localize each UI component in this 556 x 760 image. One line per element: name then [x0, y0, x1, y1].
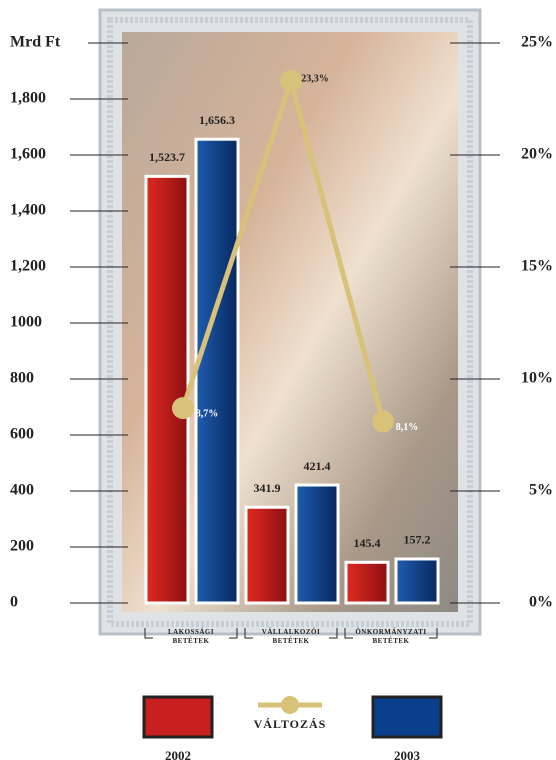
bar — [244, 505, 290, 605]
legend-point — [281, 696, 299, 714]
legend-label: 2002 — [165, 748, 191, 760]
y2-tick-label: 15% — [521, 258, 553, 275]
category-bracket — [144, 628, 238, 639]
line-value-label: 8,7% — [196, 408, 219, 419]
y2-tick-label: 5% — [529, 482, 553, 499]
line-value-label: 23,3% — [301, 73, 329, 84]
y-tick-label: 800 — [10, 370, 34, 387]
y-tick-label: 1000 — [10, 314, 42, 331]
bar — [194, 137, 240, 605]
legend-swatch — [142, 695, 214, 739]
category-label: VÁLLALKOZÓI BETÉTEK — [261, 628, 321, 645]
y-tick-label: 1,800 — [10, 90, 46, 107]
y-tick-label: 400 — [10, 482, 34, 499]
bar-value-label: 421.4 — [304, 459, 331, 473]
y2-tick-label: 10% — [521, 370, 553, 387]
bar — [344, 560, 390, 605]
line-point — [372, 410, 394, 433]
bar-value-label: 157.2 — [404, 533, 431, 547]
legend-label: VÁLTOZÁS — [254, 717, 327, 731]
line-point — [172, 397, 194, 420]
y2-tick-label: 0% — [529, 594, 553, 611]
category-bracket — [344, 628, 438, 639]
bar-value-label: 1,523.7 — [149, 150, 185, 164]
bar-value-label: 145.4 — [354, 536, 381, 550]
y-axis-label: Mrd Ft — [10, 34, 61, 51]
bar-value-label: 1,656.3 — [199, 113, 235, 127]
y-tick-label: 1,400 — [10, 202, 46, 219]
y-tick-label: 1,600 — [10, 146, 46, 163]
legend-swatch — [371, 695, 443, 739]
bar-value-label: 341.9 — [254, 481, 281, 495]
frame-pattern — [107, 17, 473, 627]
category-label: ÖNKORMÁNYZATI BETÉTEK — [355, 628, 427, 645]
line-point — [280, 70, 302, 93]
category-label: LAKOSSÁGI BETÉTEK — [167, 628, 215, 645]
y-tick-label: 600 — [10, 426, 34, 443]
y2-tick-label: 20% — [521, 146, 553, 163]
bar — [394, 557, 440, 605]
y-tick-label: 200 — [10, 538, 34, 555]
bar — [144, 174, 190, 605]
bar — [294, 483, 340, 605]
legend-label: 2003 — [394, 748, 421, 760]
y2-tick-label: 25% — [521, 34, 553, 51]
line-value-label: 8,1% — [396, 422, 419, 433]
y-tick-label: 0 — [10, 594, 18, 611]
y-tick-label: 1,200 — [10, 258, 46, 275]
category-bracket — [244, 628, 338, 639]
